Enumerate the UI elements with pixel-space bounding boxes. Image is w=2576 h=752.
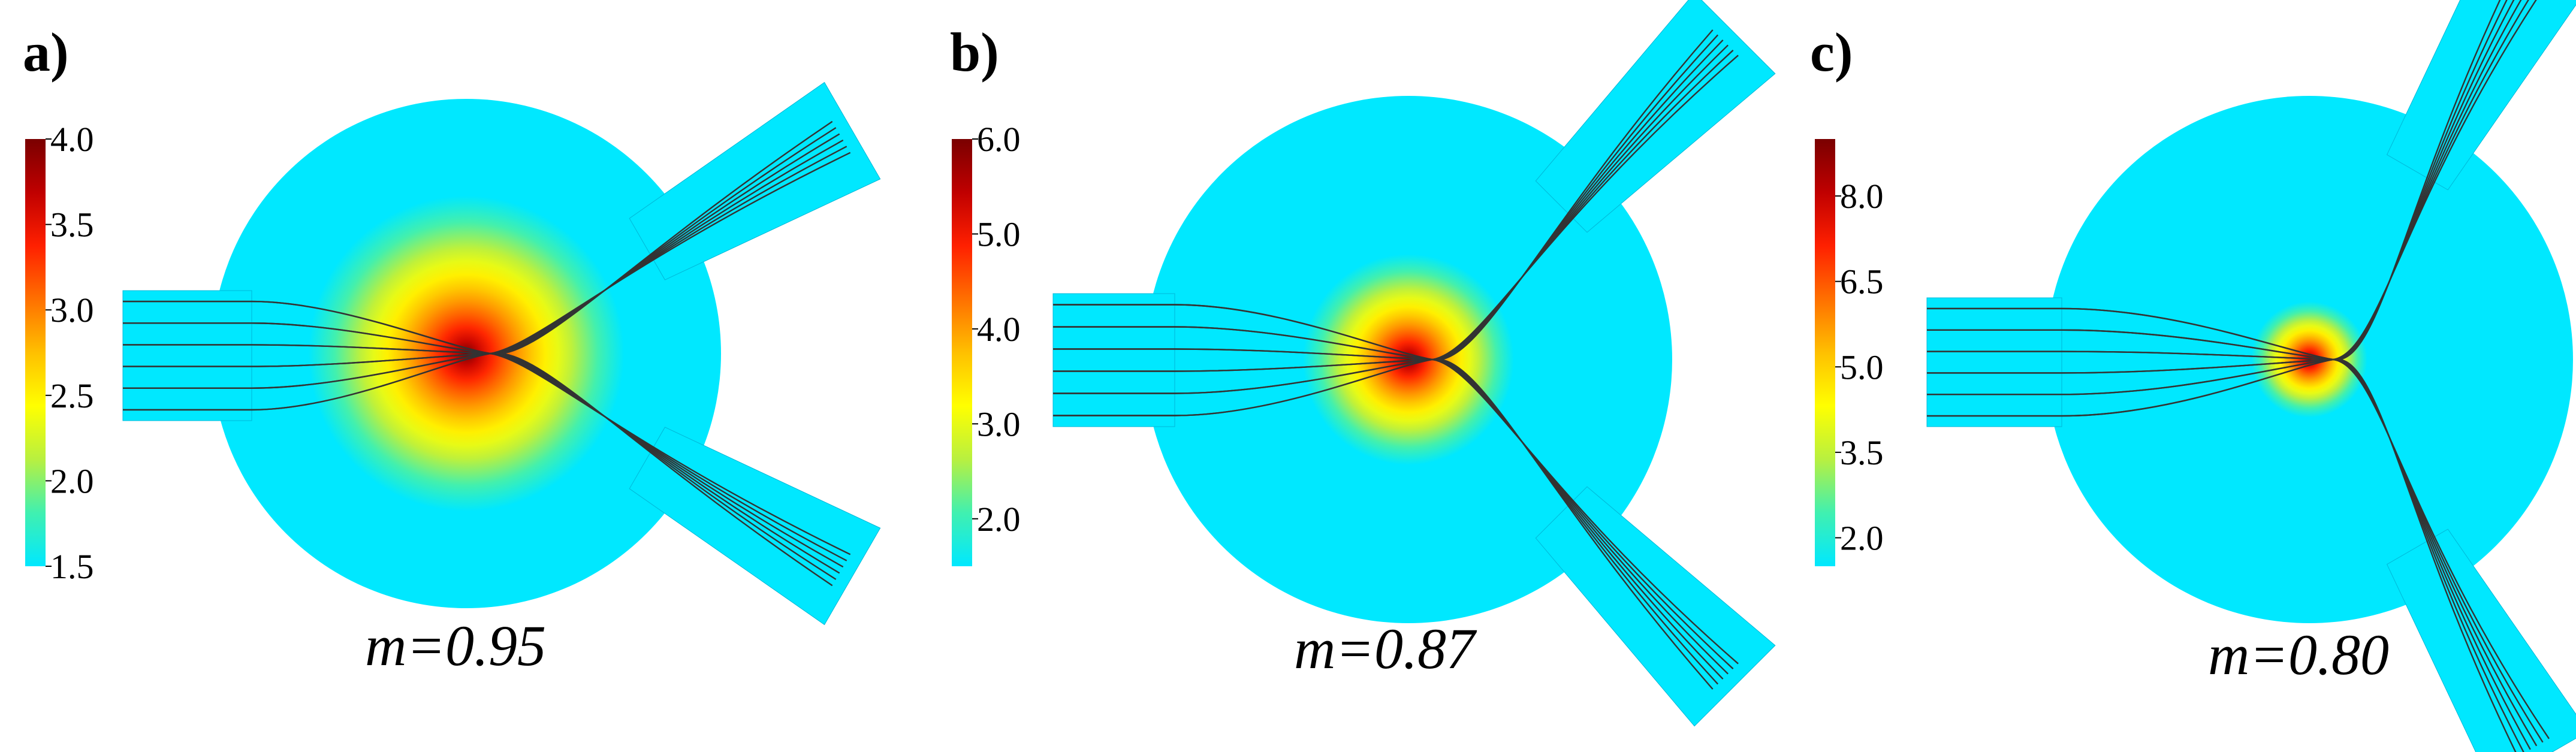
output-waveguide-upper	[2386, 0, 2576, 191]
colorbar: 4.0 3.5 3.0 2.5 2.0 1.5	[25, 120, 94, 586]
lens-disk	[2046, 96, 2573, 623]
input-waveguide	[1052, 293, 1175, 427]
panel-c: c) 8.0 6.5 5.0 3.5 2.0 m=0.80	[1810, 0, 2576, 752]
colorbar-tick-label: 4.0	[50, 120, 94, 159]
colorbar-tick-label: 5.0	[977, 215, 1021, 253]
colorbar-tick-label: 6.5	[1840, 262, 1884, 301]
colorbar-tick-label: 3.0	[50, 291, 94, 330]
colorbar-tick-label: 2.0	[1840, 518, 1884, 557]
colorbar-tick-label: 6.0	[977, 120, 1021, 159]
output-waveguide-lower	[2386, 528, 2576, 752]
colorbar-tick-label: 2.5	[50, 376, 94, 415]
ray-path	[1927, 358, 2517, 752]
output-waveguide-upper	[1535, 0, 1776, 233]
colorbar-tick-label: 8.0	[1840, 177, 1884, 216]
colorbar-tick-label: 5.0	[1840, 348, 1884, 386]
colorbar-tick-label: 2.0	[977, 500, 1021, 539]
colorbar-gradient	[952, 139, 972, 566]
panel-a: a) 4.0 3.5 3.0 2.5 2.0 1.5 m=0.95	[23, 22, 881, 678]
colorbar-tick-label: 3.5	[50, 206, 94, 244]
lens-disk	[1145, 96, 1672, 623]
input-waveguide	[1926, 297, 2062, 427]
colorbar-tick-label: 3.0	[977, 404, 1021, 443]
luneburg-lens	[1145, 96, 1672, 623]
colorbar-tick-label: 4.0	[977, 310, 1021, 349]
colorbar-tick-label: 1.5	[50, 547, 94, 586]
ray-paths	[1053, 29, 1739, 690]
colorbar-tick-label: 2.0	[50, 461, 94, 500]
colorbar: 8.0 6.5 5.0 3.5 2.0	[1815, 139, 1884, 566]
m-value-label: m=0.80	[2208, 623, 2389, 687]
panel-label: a)	[23, 22, 69, 83]
ray-paths	[123, 120, 851, 587]
m-value-label: m=0.95	[365, 614, 546, 678]
lens-disk	[212, 99, 721, 608]
ray-path	[1053, 358, 1714, 690]
ray-paths	[1927, 0, 2550, 752]
colorbar-gradient	[1815, 139, 1835, 566]
ray-path	[123, 352, 833, 587]
colorbar: 6.0 5.0 4.0 3.0 2.0	[952, 120, 1021, 566]
luneburg-lens	[2046, 96, 2573, 623]
waveguides	[1926, 0, 2576, 752]
panel-label: b)	[950, 22, 999, 83]
panel-b: b) 6.0 5.0 4.0 3.0 2.0 m=0.87	[950, 0, 1776, 727]
colorbar-gradient	[25, 139, 46, 566]
colorbar-tick-label: 3.5	[1840, 433, 1884, 472]
panel-label: c)	[1810, 22, 1853, 83]
luneburg-lens	[212, 99, 721, 608]
input-waveguide	[122, 290, 252, 421]
m-value-label: m=0.87	[1294, 617, 1477, 681]
